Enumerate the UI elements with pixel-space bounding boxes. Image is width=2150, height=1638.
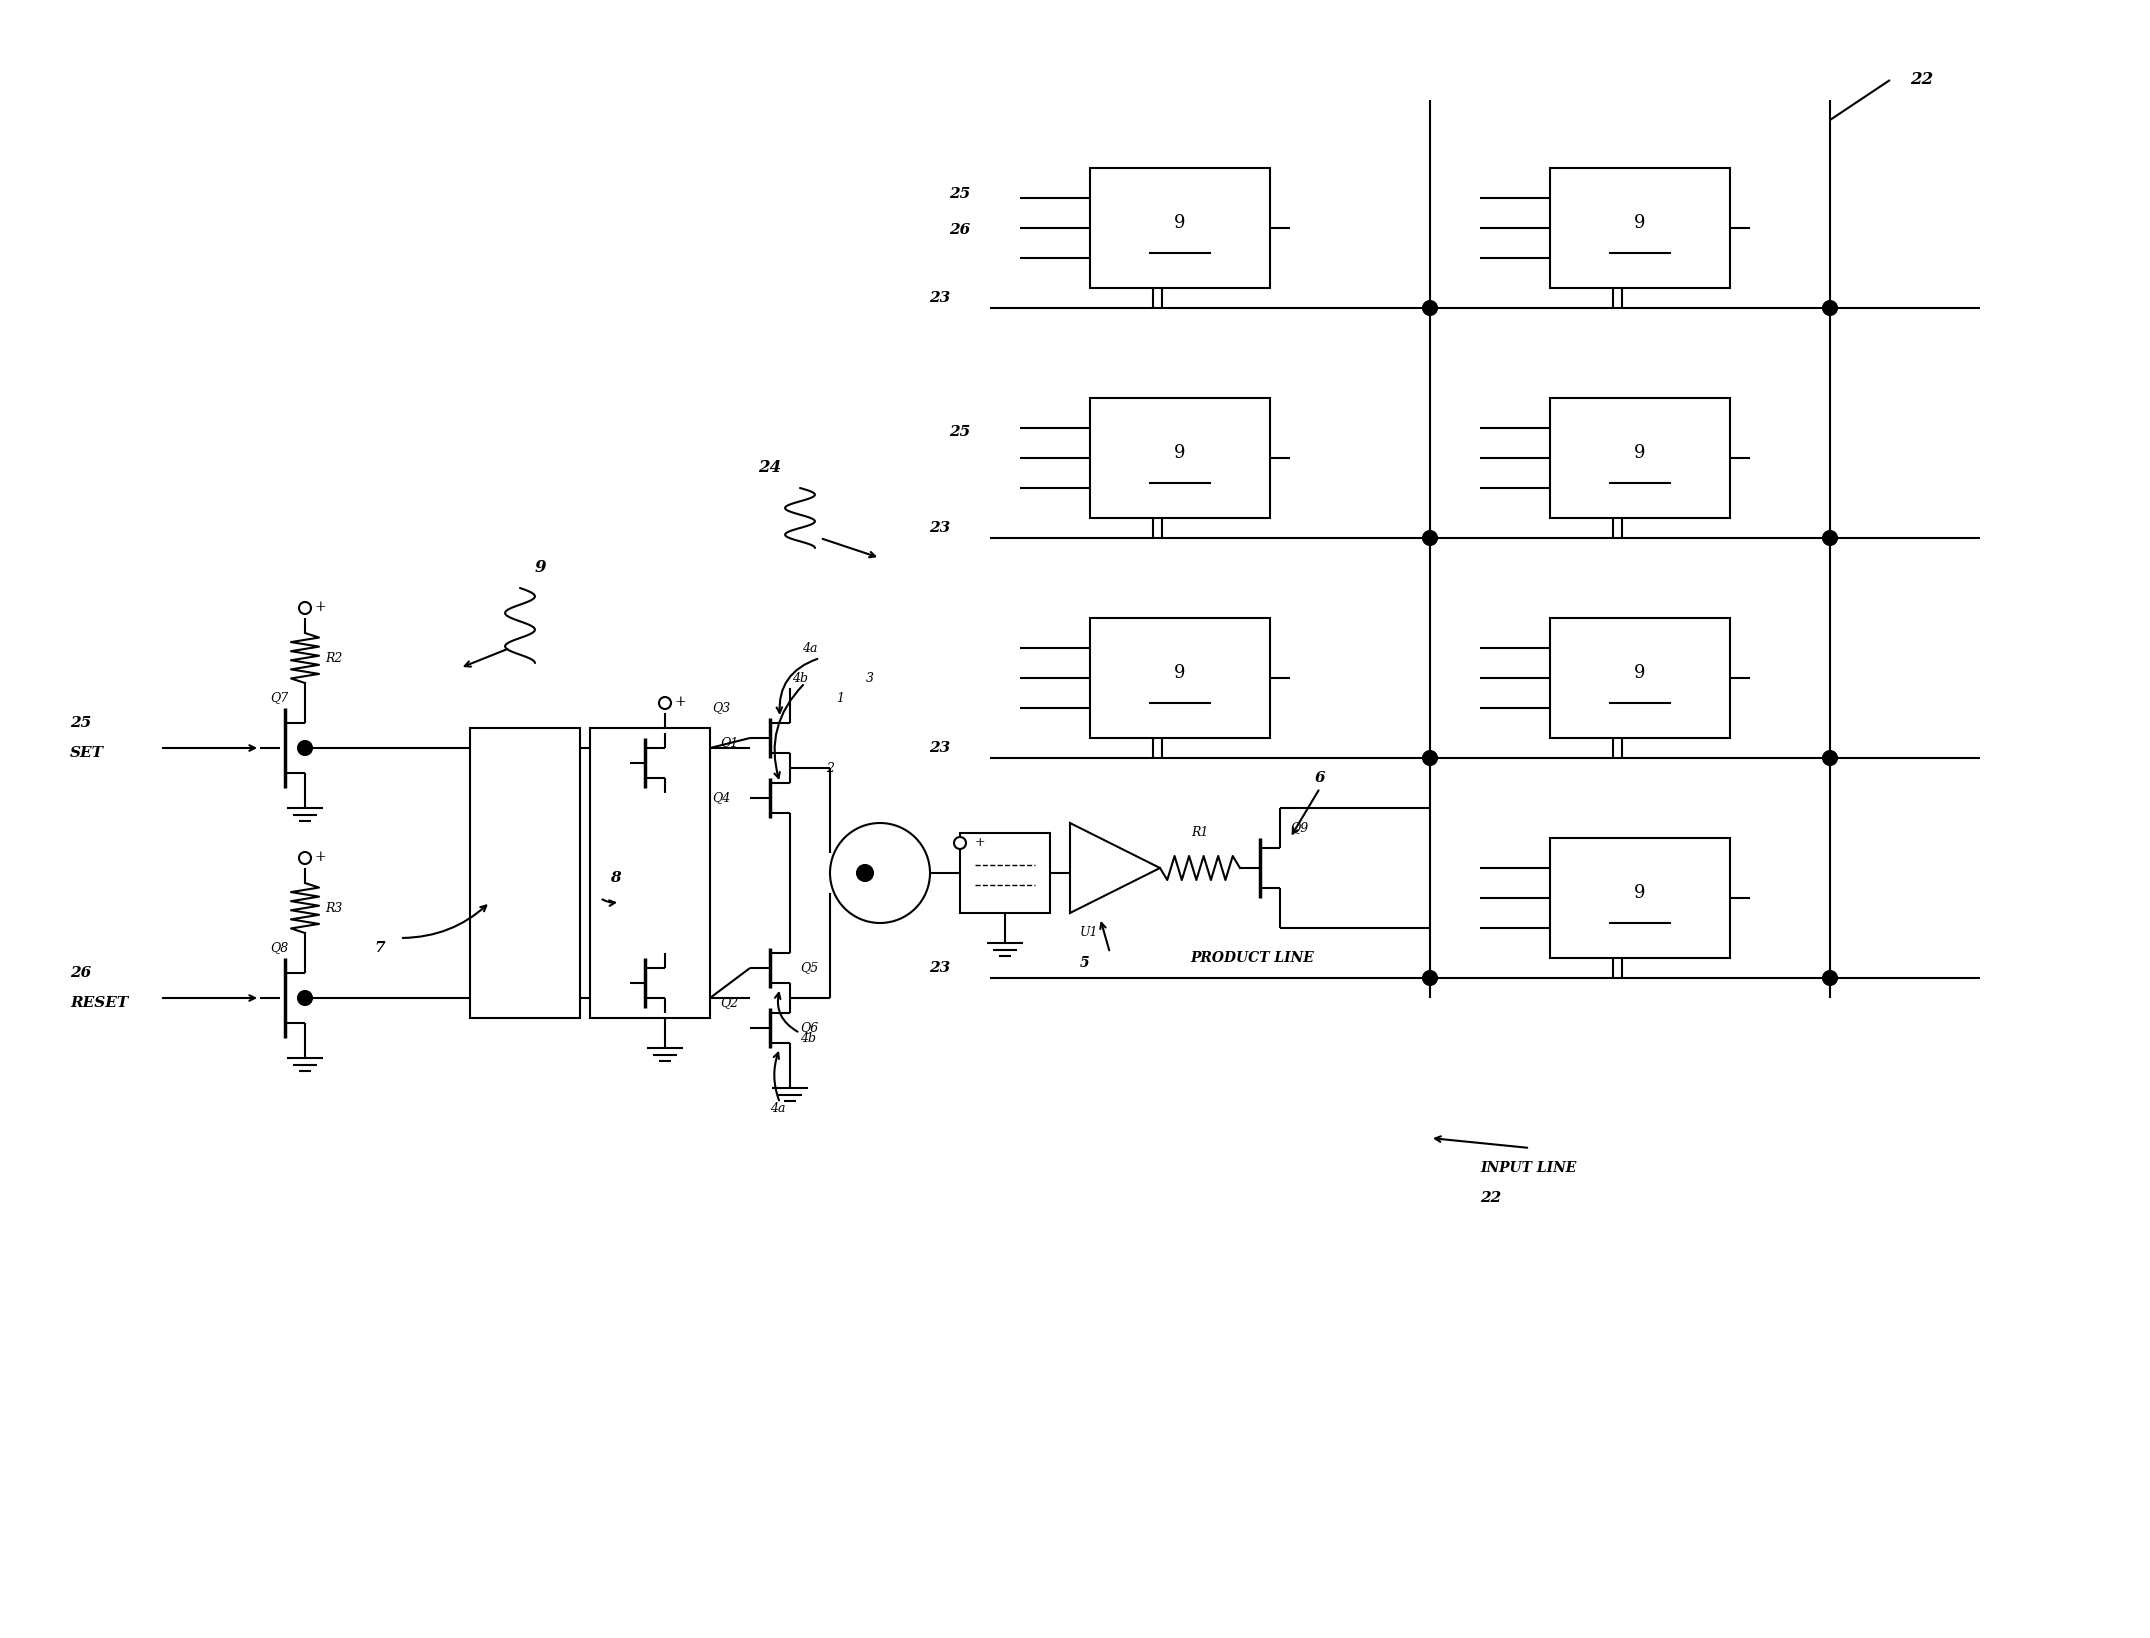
Text: 4a: 4a bbox=[802, 642, 817, 655]
Text: 26: 26 bbox=[948, 223, 970, 238]
Text: 9: 9 bbox=[1634, 885, 1645, 903]
Circle shape bbox=[299, 852, 312, 863]
Text: Q9: Q9 bbox=[1290, 822, 1307, 834]
Text: PRODUCT LINE: PRODUCT LINE bbox=[1189, 952, 1314, 965]
Text: 25: 25 bbox=[948, 187, 970, 201]
Text: RESET: RESET bbox=[71, 996, 129, 1011]
Text: R1: R1 bbox=[1191, 827, 1208, 840]
Bar bbox=[589, 727, 710, 1017]
Bar bbox=[961, 834, 1049, 912]
Text: 23: 23 bbox=[929, 521, 950, 536]
Text: 9: 9 bbox=[1174, 444, 1187, 462]
Text: 9: 9 bbox=[1634, 444, 1645, 462]
Text: +: + bbox=[314, 850, 327, 863]
Text: Q5: Q5 bbox=[800, 962, 819, 975]
Text: 23: 23 bbox=[929, 740, 950, 755]
Circle shape bbox=[1423, 531, 1436, 545]
Text: 7: 7 bbox=[374, 940, 385, 955]
Text: 4a: 4a bbox=[770, 1101, 785, 1114]
Text: 23: 23 bbox=[929, 292, 950, 305]
Text: 2: 2 bbox=[826, 762, 834, 775]
Text: 23: 23 bbox=[929, 962, 950, 975]
Circle shape bbox=[1423, 301, 1436, 314]
Bar bbox=[1090, 398, 1271, 518]
Text: Q7: Q7 bbox=[271, 691, 288, 704]
Text: 22: 22 bbox=[1479, 1191, 1501, 1206]
Text: Q6: Q6 bbox=[800, 1022, 819, 1035]
Circle shape bbox=[858, 865, 873, 881]
Bar bbox=[1090, 169, 1271, 288]
Circle shape bbox=[1823, 750, 1836, 765]
Text: 9: 9 bbox=[1174, 215, 1187, 233]
Text: 9: 9 bbox=[533, 560, 546, 577]
Text: 22: 22 bbox=[1909, 72, 1933, 88]
Circle shape bbox=[1823, 531, 1836, 545]
Circle shape bbox=[1423, 750, 1436, 765]
Text: 6: 6 bbox=[1314, 771, 1324, 785]
Text: Q1: Q1 bbox=[720, 737, 737, 750]
Bar bbox=[1090, 618, 1271, 739]
Circle shape bbox=[830, 822, 931, 922]
Circle shape bbox=[1823, 971, 1836, 984]
Circle shape bbox=[955, 837, 965, 848]
Bar bbox=[1550, 618, 1731, 739]
Text: 8: 8 bbox=[611, 871, 621, 885]
Text: 4b: 4b bbox=[791, 672, 808, 685]
Text: 3: 3 bbox=[866, 672, 875, 685]
Text: 9: 9 bbox=[1174, 663, 1187, 681]
Text: Q3: Q3 bbox=[712, 701, 731, 714]
Bar bbox=[471, 727, 580, 1017]
Text: INPUT LINE: INPUT LINE bbox=[1479, 1161, 1576, 1174]
Text: Q2: Q2 bbox=[720, 996, 737, 1009]
Bar bbox=[1550, 169, 1731, 288]
Text: Q8: Q8 bbox=[271, 942, 288, 955]
Text: 9: 9 bbox=[1634, 663, 1645, 681]
Text: 4b: 4b bbox=[800, 1032, 817, 1045]
Text: R2: R2 bbox=[325, 652, 342, 665]
Circle shape bbox=[299, 740, 312, 755]
Text: R3: R3 bbox=[325, 901, 342, 914]
Text: 25: 25 bbox=[71, 716, 90, 731]
Text: SET: SET bbox=[71, 745, 103, 760]
Circle shape bbox=[1423, 971, 1436, 984]
Text: 25: 25 bbox=[948, 424, 970, 439]
Circle shape bbox=[299, 603, 312, 614]
Bar bbox=[1550, 398, 1731, 518]
Text: 26: 26 bbox=[71, 966, 90, 980]
Text: +: + bbox=[314, 600, 327, 614]
Text: 9: 9 bbox=[1634, 215, 1645, 233]
Circle shape bbox=[1823, 301, 1836, 314]
Text: 1: 1 bbox=[836, 691, 845, 704]
Text: 5: 5 bbox=[1079, 957, 1090, 970]
Text: 24: 24 bbox=[759, 460, 783, 477]
Text: Q4: Q4 bbox=[712, 791, 731, 804]
Text: U1: U1 bbox=[1079, 927, 1099, 940]
Text: +: + bbox=[974, 837, 985, 850]
Text: +: + bbox=[675, 695, 686, 709]
Bar bbox=[1550, 839, 1731, 958]
Circle shape bbox=[299, 991, 312, 1006]
Circle shape bbox=[660, 698, 671, 709]
